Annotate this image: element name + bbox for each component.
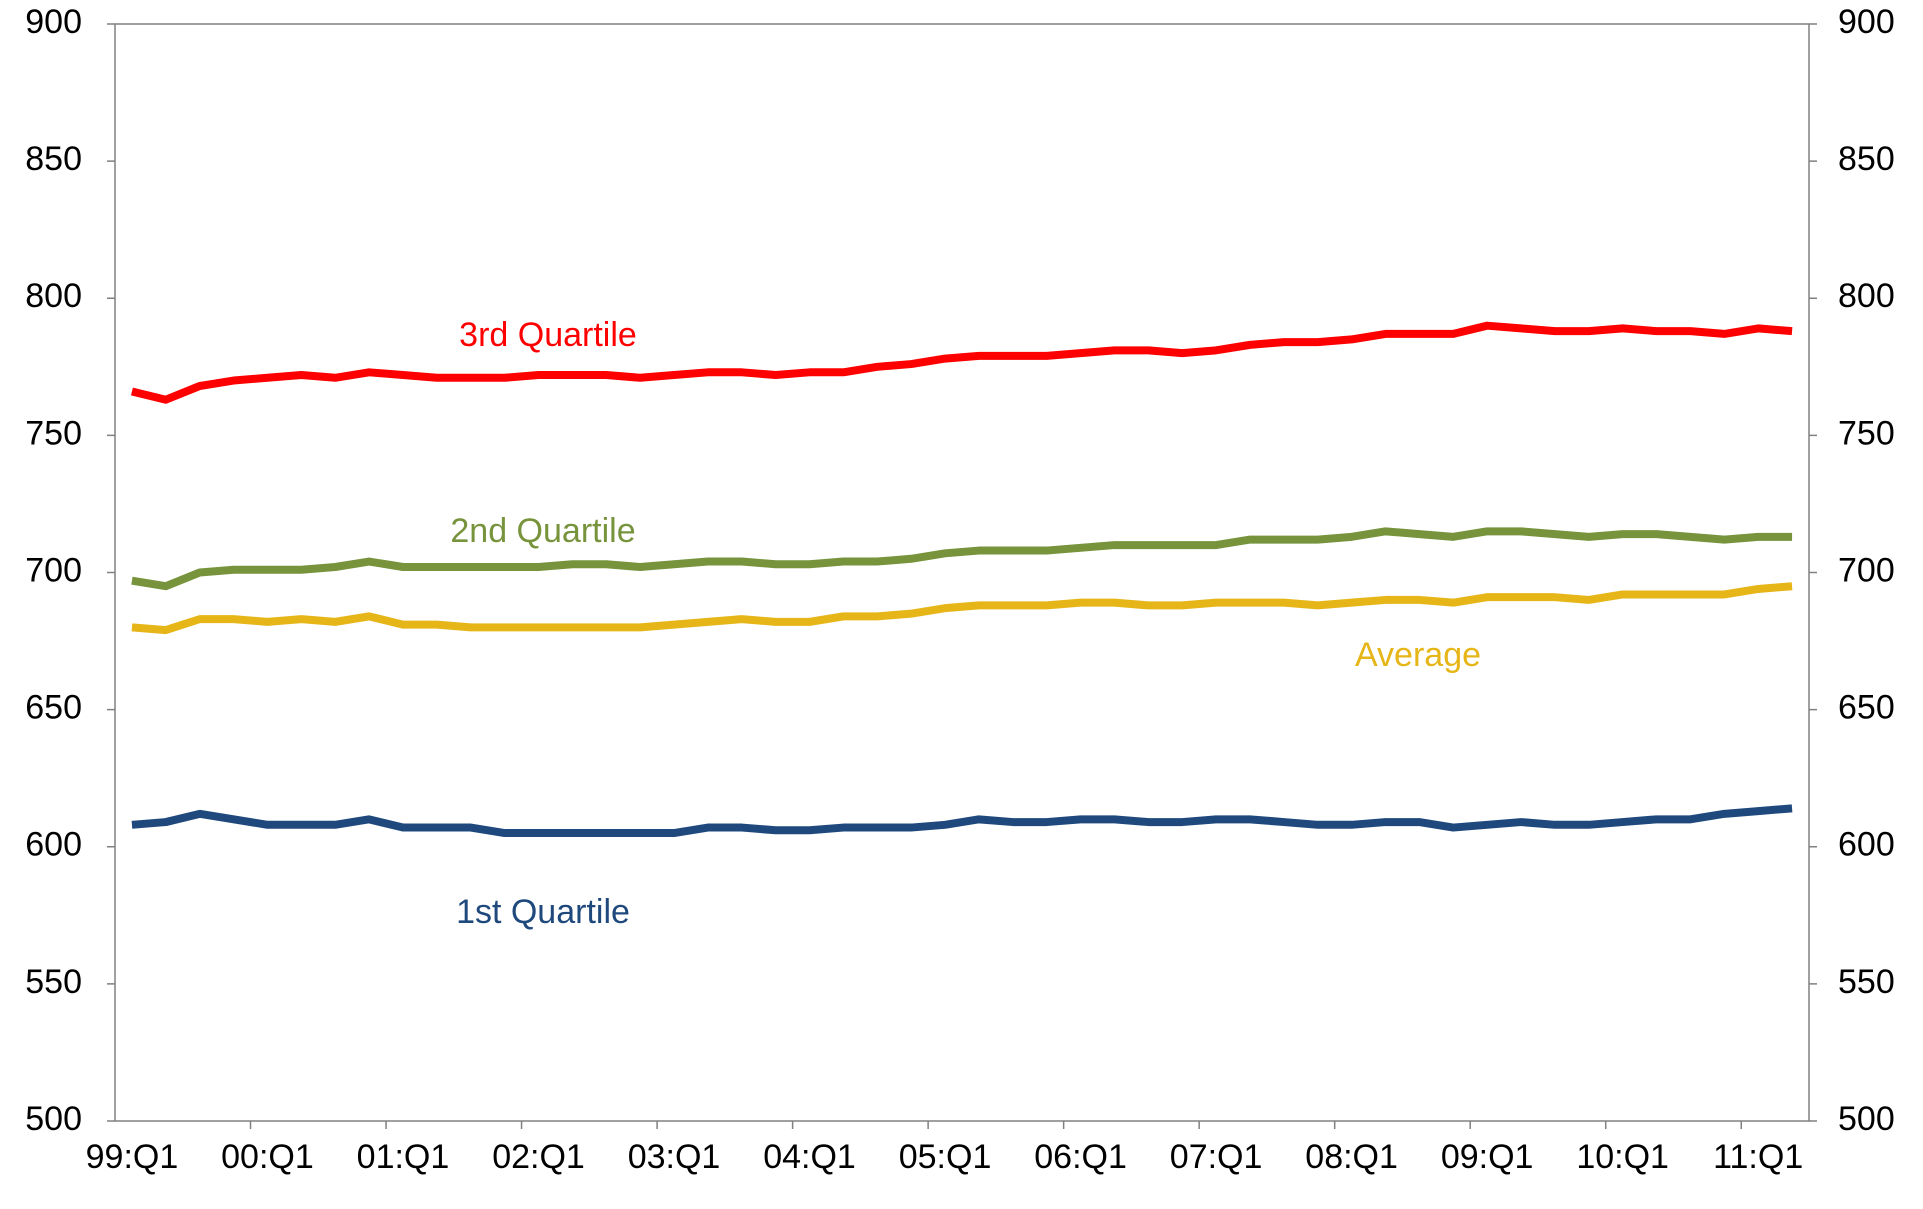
y-tick-label: 650 — [25, 689, 82, 727]
series-label: 3rd Quartile — [459, 316, 637, 354]
series-line — [131, 804, 1793, 838]
x-tick-label: 11:Q1 — [1713, 1138, 1803, 1176]
series-line — [130, 321, 1793, 404]
series-label: 2nd Quartile — [450, 512, 635, 550]
x-tick-label: 99:Q1 — [86, 1138, 179, 1176]
x-tick-label: 10:Q1 — [1576, 1138, 1669, 1176]
y-tick-label: 600 — [25, 826, 82, 864]
series-line — [131, 582, 1793, 635]
x-tick-label: 02:Q1 — [492, 1138, 585, 1176]
series-line — [131, 527, 1793, 591]
x-tick-label: 06:Q1 — [1034, 1138, 1127, 1176]
x-tick-label: 04:Q1 — [763, 1138, 856, 1176]
y2-tick-label: 900 — [1838, 3, 1895, 41]
x-tick-label: 05:Q1 — [899, 1138, 992, 1176]
x-tick-label: 03:Q1 — [628, 1138, 721, 1176]
x-tick-label: 09:Q1 — [1441, 1138, 1534, 1176]
y-tick-label: 850 — [25, 140, 82, 178]
y2-tick-label: 850 — [1838, 140, 1895, 178]
y2-tick-label: 800 — [1838, 277, 1895, 315]
x-tick-label: 00:Q1 — [221, 1138, 314, 1176]
y2-tick-label: 650 — [1838, 689, 1895, 727]
y-tick-label: 800 — [25, 277, 82, 315]
y-tick-label: 700 — [25, 551, 82, 589]
y2-tick-label: 550 — [1838, 963, 1895, 1001]
series-label: 1st Quartile — [456, 893, 630, 931]
y-tick-label: 550 — [25, 963, 82, 1001]
y2-tick-label: 500 — [1838, 1100, 1895, 1138]
y2-tick-label: 700 — [1838, 551, 1895, 589]
y2-tick-label: 750 — [1838, 414, 1895, 452]
plot-frame — [114, 23, 1810, 1122]
series-label: Average — [1355, 636, 1481, 674]
y2-tick-label: 600 — [1838, 826, 1895, 864]
x-tick-label: 08:Q1 — [1305, 1138, 1398, 1176]
x-tick-label: 01:Q1 — [357, 1138, 450, 1176]
y-tick-label: 900 — [25, 3, 82, 41]
y-tick-label: 500 — [25, 1100, 82, 1138]
x-tick-label: 07:Q1 — [1170, 1138, 1263, 1176]
y-tick-label: 750 — [25, 414, 82, 452]
